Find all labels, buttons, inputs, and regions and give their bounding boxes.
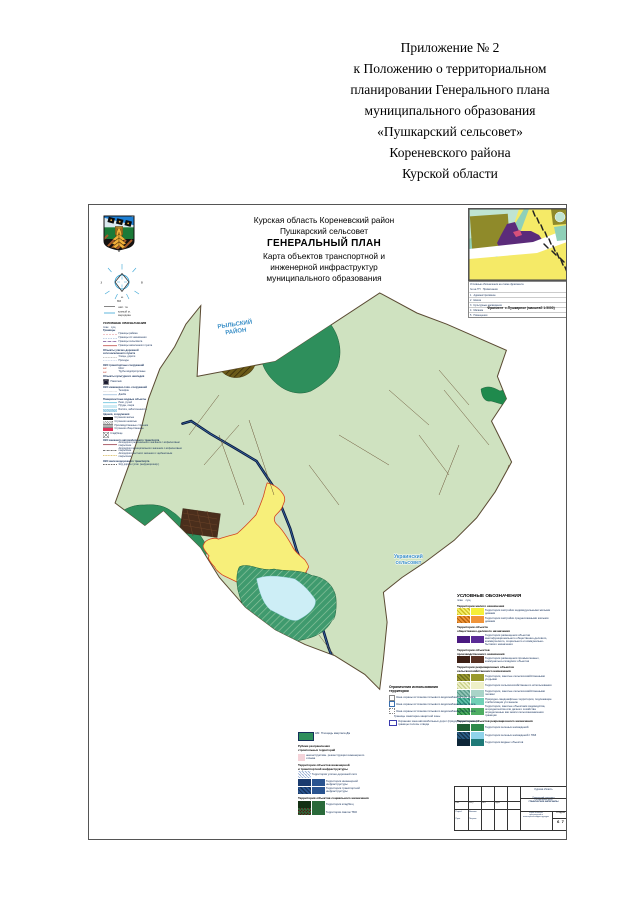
svg-text:меридиан: меридиан [118,313,131,317]
svg-text:швт. та: швт. та [118,305,128,309]
svg-text:в: в [141,281,143,285]
svg-text:ю: ю [121,295,124,299]
svg-text:з: з [101,281,103,285]
